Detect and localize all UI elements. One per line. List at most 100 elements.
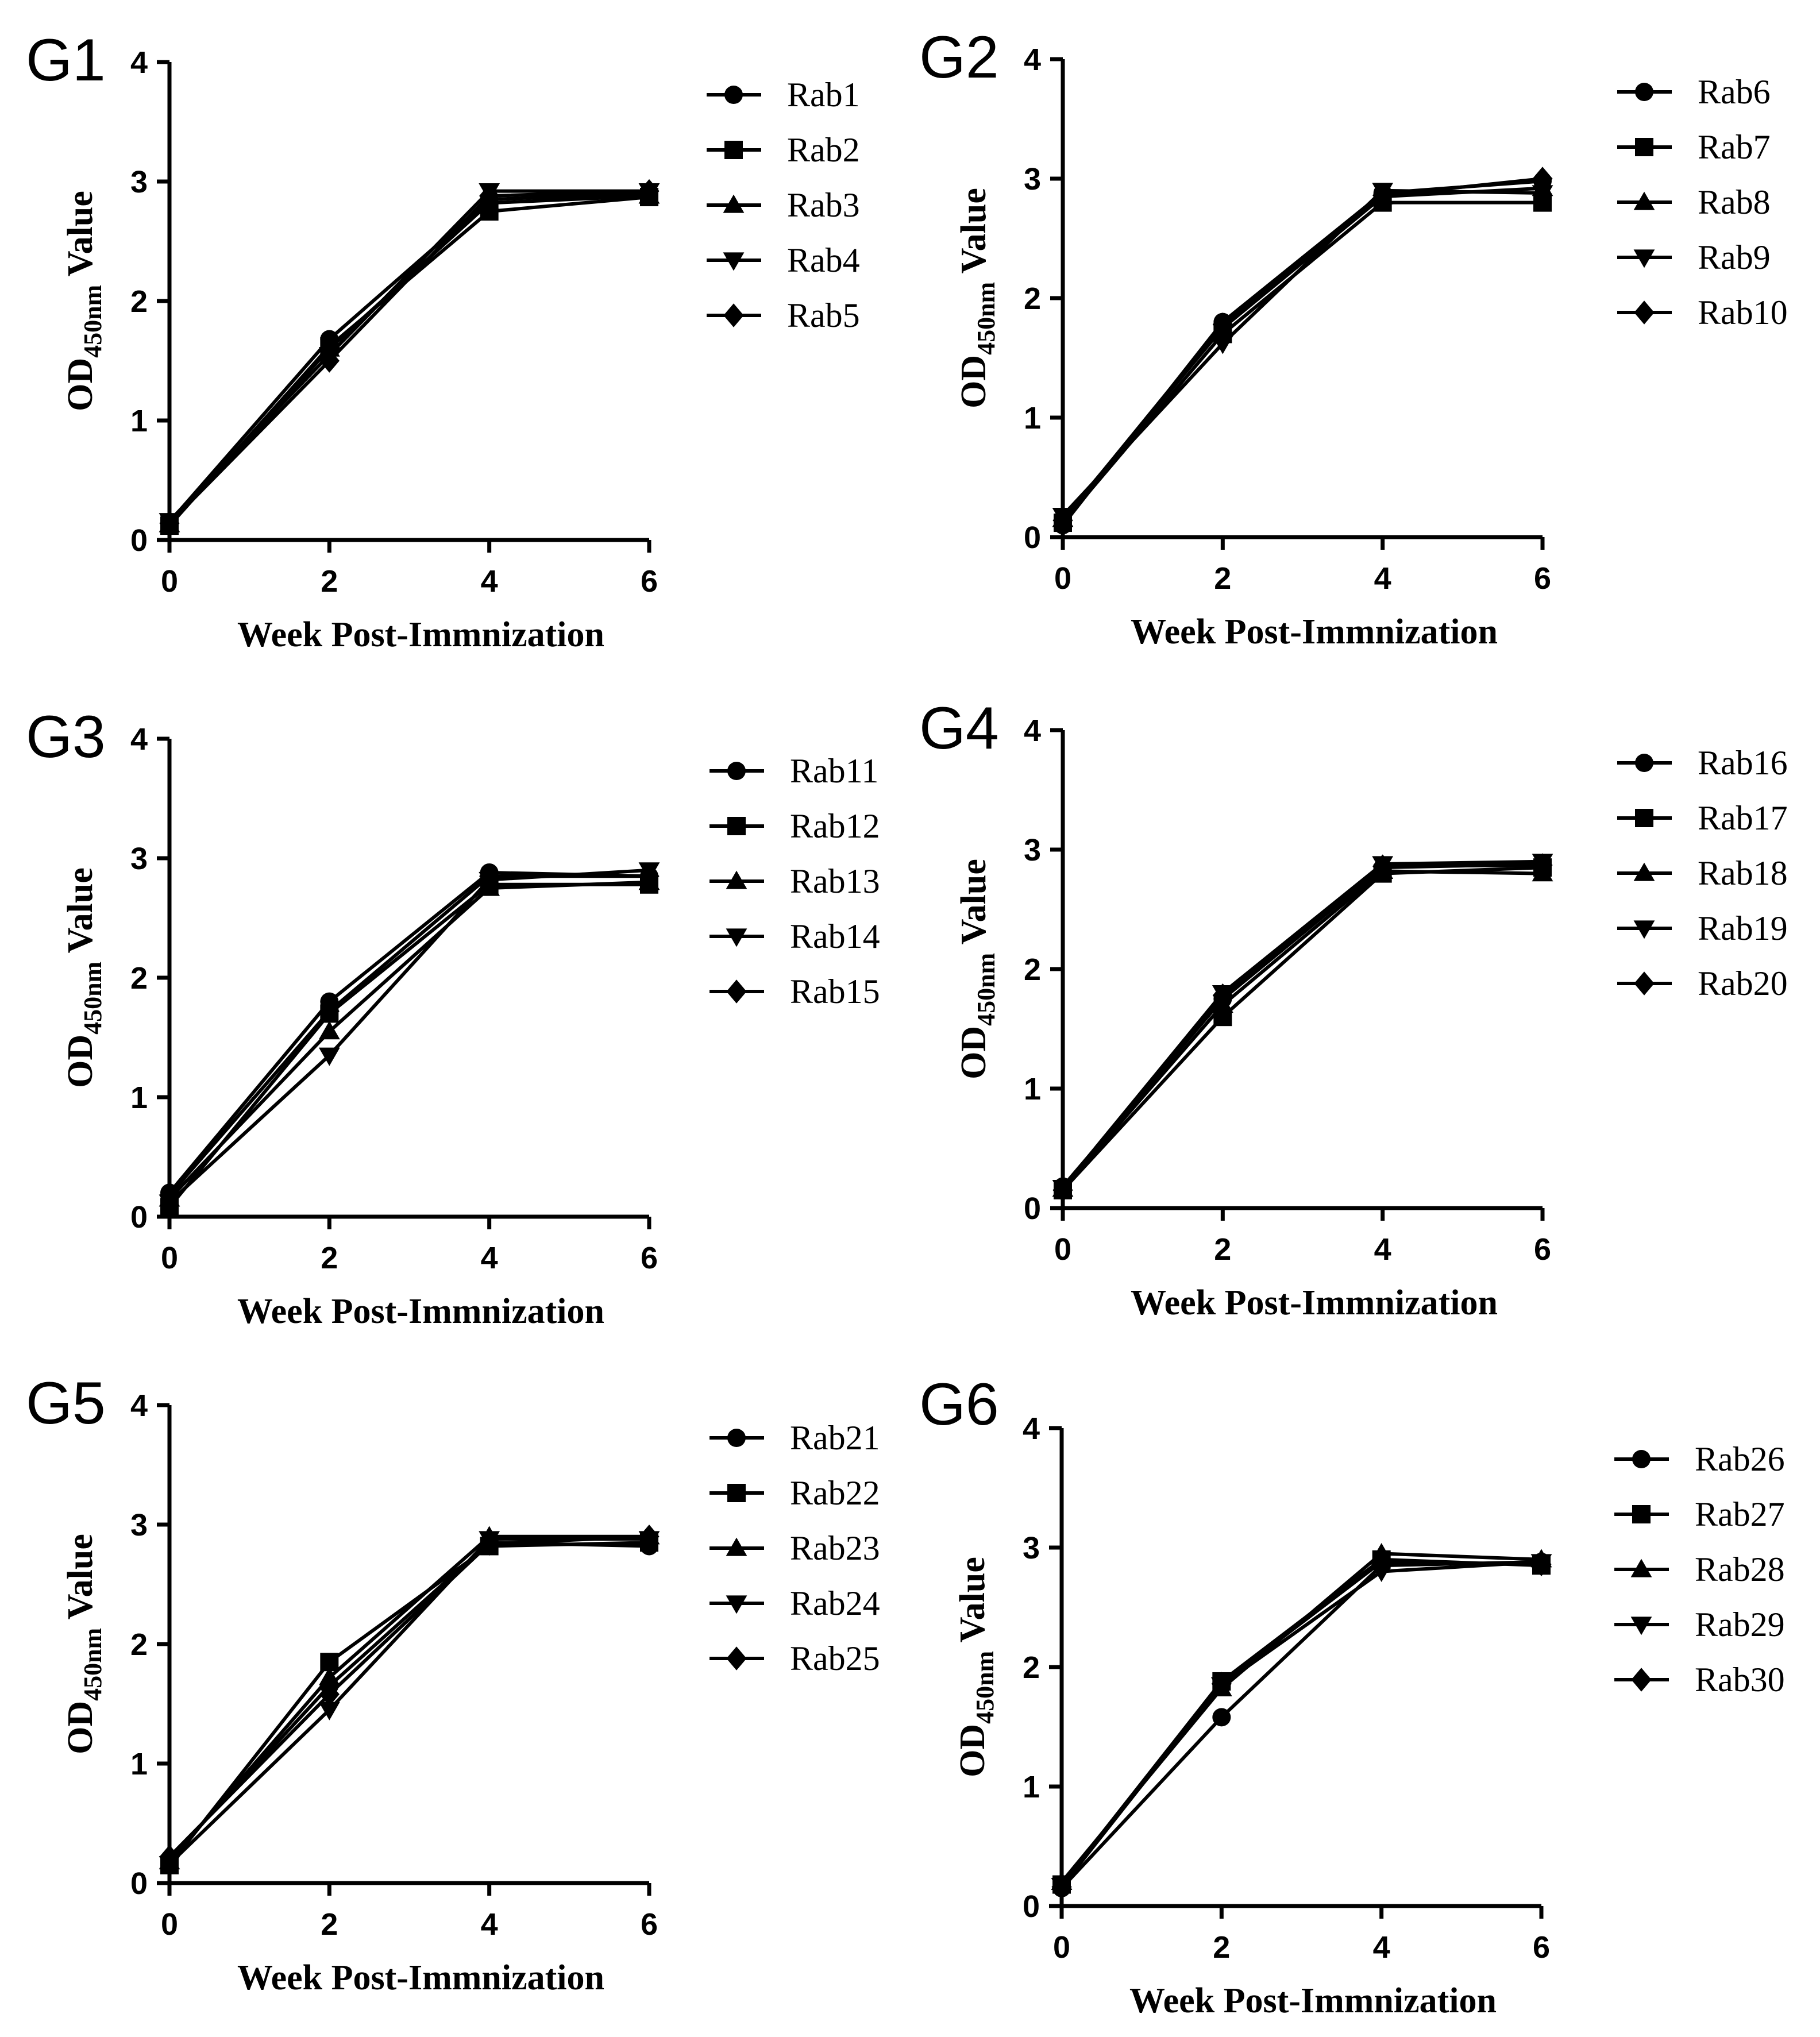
data-point xyxy=(1052,1178,1073,1202)
y-tick-label: 1 xyxy=(130,1747,148,1781)
series-rab28 xyxy=(1051,1543,1552,1890)
data-point xyxy=(479,184,500,208)
y-axis-label: OD450nm Value xyxy=(954,188,1000,408)
series-line xyxy=(168,1541,650,1866)
series-line xyxy=(1060,1560,1542,1889)
x-tick-label: 6 xyxy=(1533,1930,1550,1965)
data-point xyxy=(1532,167,1553,191)
y-tick-label: 2 xyxy=(130,284,148,319)
y-tick-label: 3 xyxy=(1024,833,1041,867)
legend-item: Rab26 xyxy=(1614,1440,1785,1478)
data-point xyxy=(318,1666,340,1685)
series-line xyxy=(168,191,650,523)
y-axis-label: OD450nm Value xyxy=(953,1557,999,1777)
series-line xyxy=(168,1541,650,1861)
legend-marker xyxy=(723,252,745,271)
x-tick-label: 6 xyxy=(641,564,658,599)
x-tick-label: 4 xyxy=(481,1241,498,1275)
y-axis-label: OD450nm Value xyxy=(61,867,107,1088)
series-line xyxy=(1061,859,1543,1189)
data-point xyxy=(319,999,340,1024)
series-rab30 xyxy=(1051,1550,1552,1899)
x-tick-label: 2 xyxy=(321,1241,338,1275)
series-rab14 xyxy=(159,862,660,1213)
series-rab3 xyxy=(159,185,660,533)
x-tick-label: 6 xyxy=(641,1241,658,1275)
legend-marker xyxy=(723,194,745,213)
y-tick-label: 1 xyxy=(130,1081,148,1115)
data-point xyxy=(479,1531,500,1556)
legend-label: Rab8 xyxy=(1698,183,1771,221)
legend-label: Rab18 xyxy=(1698,854,1788,892)
data-point xyxy=(1372,854,1393,878)
y-tick-label: 3 xyxy=(130,1508,148,1542)
series-rab12 xyxy=(160,875,658,1217)
legend-label: Rab4 xyxy=(787,241,860,279)
legend-label: Rab9 xyxy=(1698,238,1771,276)
legend-label: Rab21 xyxy=(790,1419,880,1457)
series-line xyxy=(1061,179,1543,527)
data-point xyxy=(318,1047,340,1066)
series-rab17 xyxy=(1054,858,1552,1199)
panel-g2: G2 0 2 4 6 0 1 2 3 4 Week Post-Immnization OD450nm … xyxy=(919,24,1788,651)
legend-marker xyxy=(726,979,747,1004)
data-point xyxy=(639,864,660,888)
legend-item: Rab23 xyxy=(710,1529,880,1567)
x-axis-label: Week Post-Immnization xyxy=(1129,1981,1497,2020)
data-point xyxy=(318,1021,340,1040)
series-rab29 xyxy=(1051,1554,1552,1897)
data-point xyxy=(1051,1874,1072,1899)
series-rab23 xyxy=(159,1526,660,1870)
series-line xyxy=(168,189,649,522)
legend-item: Rab18 xyxy=(1617,854,1788,892)
legend-label: Rab15 xyxy=(790,973,880,1010)
series-rab10 xyxy=(1052,167,1553,533)
panel-label: G4 xyxy=(919,695,999,762)
legend-marker xyxy=(1635,83,1653,101)
data-point xyxy=(639,179,660,203)
y-tick-label: 3 xyxy=(1023,1531,1040,1565)
x-axis-label: Week Post-Immnization xyxy=(1131,612,1498,651)
y-tick-label: 4 xyxy=(130,722,148,757)
data-point xyxy=(639,1525,660,1549)
series-rab21 xyxy=(160,1533,658,1869)
series-line xyxy=(1061,177,1543,522)
series-rab9 xyxy=(1052,183,1553,526)
legend-label: Rab20 xyxy=(1698,965,1788,1002)
legend-label: Rab26 xyxy=(1695,1440,1785,1478)
x-tick-label: 2 xyxy=(321,564,338,599)
x-tick-label: 0 xyxy=(1054,1232,1071,1267)
y-tick-label: 1 xyxy=(130,404,148,438)
legend-item: Rab19 xyxy=(1617,909,1788,947)
panel-g1: G1 0 2 4 6 0 1 2 3 4 Week Post-Immnization OD450nm … xyxy=(26,27,860,654)
y-axis-label: OD450nm Value xyxy=(954,859,1000,1079)
legend-marker xyxy=(726,870,747,889)
data-point xyxy=(1531,1552,1552,1576)
series-rab1 xyxy=(160,184,658,531)
series-line xyxy=(168,880,650,1200)
series-line xyxy=(1060,1552,1542,1884)
legend-label: Rab1 xyxy=(787,76,860,114)
series-rab19 xyxy=(1052,854,1553,1199)
legend-label: Rab29 xyxy=(1695,1606,1785,1644)
y-tick-label: 4 xyxy=(1023,1411,1040,1446)
legend-marker xyxy=(726,1595,747,1614)
legend-marker xyxy=(1633,191,1655,210)
legend-label: Rab12 xyxy=(790,807,880,845)
legend-label: Rab23 xyxy=(790,1529,880,1567)
data-point xyxy=(1532,853,1553,877)
legend-item: Rab9 xyxy=(1617,238,1771,276)
data-point xyxy=(1212,335,1233,354)
x-tick-label: 0 xyxy=(1053,1930,1070,1965)
legend-item: Rab17 xyxy=(1617,799,1788,837)
x-tick-label: 6 xyxy=(1534,1232,1551,1267)
x-tick-label: 2 xyxy=(1214,1232,1231,1267)
y-tick-label: 3 xyxy=(130,842,148,876)
legend-label: Rab10 xyxy=(1698,294,1788,331)
data-point xyxy=(1052,508,1073,533)
x-tick-label: 2 xyxy=(1214,561,1231,596)
series-rab8 xyxy=(1052,178,1553,527)
series-line xyxy=(168,868,650,1204)
legend-marker xyxy=(724,141,743,159)
x-tick-label: 0 xyxy=(161,1241,178,1275)
